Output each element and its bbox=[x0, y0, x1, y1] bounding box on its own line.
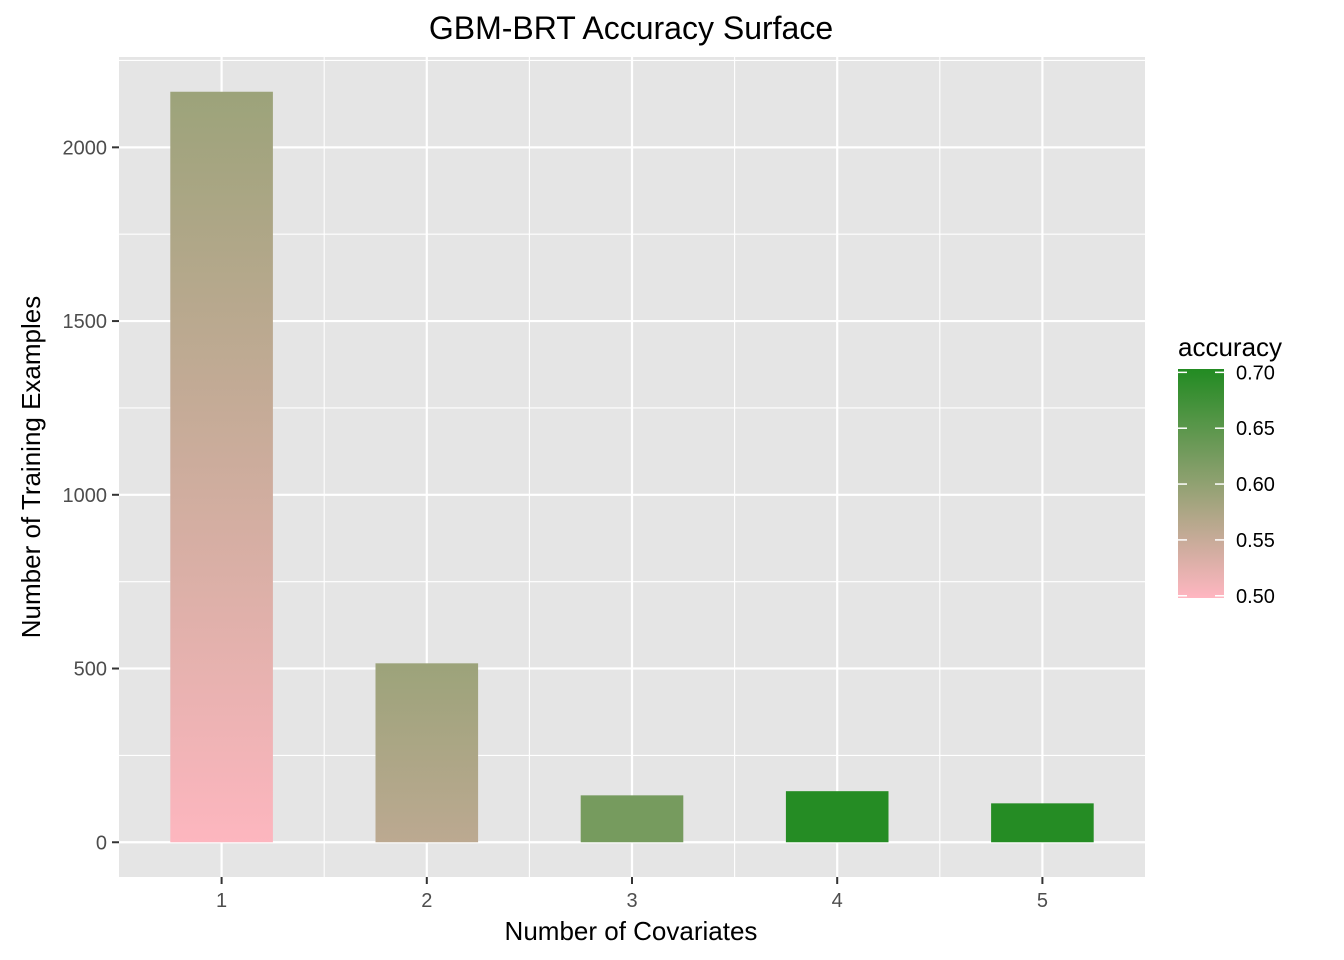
legend-tick-label: 0.70 bbox=[1236, 362, 1275, 384]
y-tick-label: 500 bbox=[74, 659, 107, 681]
chart-title: GBM-BRT Accuracy Surface bbox=[429, 10, 833, 46]
y-tick-label: 1000 bbox=[63, 485, 108, 507]
y-tick-label: 2000 bbox=[63, 137, 108, 159]
x-tick-label: 5 bbox=[1037, 890, 1048, 912]
bar-5 bbox=[991, 803, 1094, 843]
x-axis: 1 2 3 4 5 bbox=[216, 877, 1048, 912]
x-tick-label: 2 bbox=[421, 890, 432, 912]
legend-title: accuracy bbox=[1178, 332, 1282, 362]
y-tick-label: 0 bbox=[96, 832, 107, 854]
legend-tick-label: 0.55 bbox=[1236, 530, 1275, 552]
y-axis: 0 500 1000 1500 2000 bbox=[63, 137, 119, 854]
bar-4 bbox=[785, 791, 889, 843]
legend-tick-label: 0.60 bbox=[1236, 474, 1275, 496]
y-tick-label: 1500 bbox=[63, 311, 108, 333]
bar-2 bbox=[375, 663, 479, 843]
bar-1 bbox=[170, 91, 273, 843]
x-tick-label: 1 bbox=[216, 890, 227, 912]
legend-tick-label: 0.50 bbox=[1236, 586, 1275, 608]
bar-3 bbox=[580, 795, 684, 843]
bars bbox=[170, 91, 1094, 843]
legend-tick-label: 0.65 bbox=[1236, 418, 1275, 440]
x-tick-label: 3 bbox=[626, 890, 637, 912]
legend: accuracy 0.50 0.55 0.60 0.65 0.70 bbox=[1178, 332, 1282, 608]
x-tick-label: 4 bbox=[832, 890, 843, 912]
y-axis-title: Number of Training Examples bbox=[16, 296, 46, 638]
legend-ticks: 0.50 0.55 0.60 0.65 0.70 bbox=[1178, 362, 1275, 608]
x-axis-title: Number of Covariates bbox=[505, 916, 758, 946]
